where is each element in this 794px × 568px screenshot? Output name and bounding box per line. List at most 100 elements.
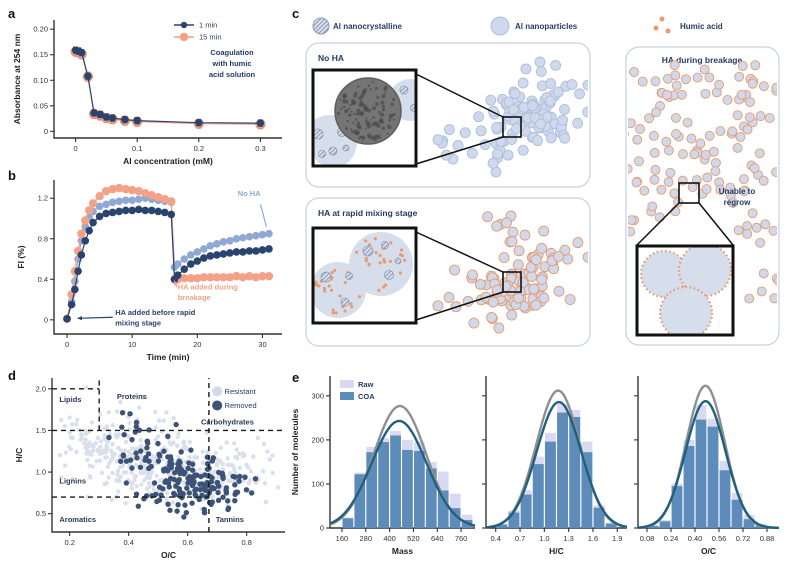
legend-item-raw: Raw [358, 380, 374, 389]
coa-bar [390, 435, 401, 528]
inset-ha-rapid [314, 229, 415, 322]
inset-breakage [637, 246, 733, 335]
chart-a-legend: 1 min 15 min [174, 21, 222, 42]
coa-bar [671, 486, 683, 528]
chart-e-o-c-bars [647, 405, 767, 528]
chart-e-h-c-x-tick: 0.4 [491, 534, 501, 543]
coa-bar [544, 441, 556, 528]
chart-a-note-line: Coagulation [210, 48, 254, 57]
chart-e-o-c-axes: 0.08 0.24 0.40 0.56 0.72 0.88 O/C [634, 376, 779, 556]
zoom-target-breakage [678, 182, 700, 204]
coa-bar [707, 426, 719, 528]
humic-acid-dot [343, 309, 347, 313]
chart-a-note-line: acid solution [209, 70, 256, 79]
chart-b-x-tick: 20 [193, 340, 201, 349]
legend-label-al-nanoparticles: Al nanoparticles [515, 22, 578, 31]
chart-b-y-tick: 1.2 [38, 194, 48, 203]
inset-border-breakage [635, 244, 735, 337]
chart-d-x-tick: 0.8 [241, 538, 251, 547]
coa-bar [719, 470, 731, 528]
legend-item-1-min: 1 min [199, 21, 217, 30]
al-nanocrystallite [328, 146, 338, 156]
coa-bar [402, 450, 413, 528]
humic-acid-dot [382, 258, 386, 262]
ha-coated-nanoparticle [677, 246, 733, 298]
coa-bar [557, 412, 569, 528]
coa-bar [449, 508, 461, 528]
region-label-aromatics: Aromatics [59, 515, 96, 524]
chart-d-y-tick: 1.5 [36, 426, 46, 435]
chart-a-x-tick: 0.2 [194, 144, 204, 153]
humic-acid-dot [374, 250, 378, 255]
tem-nanocrystalline-sphere [334, 77, 402, 145]
chart-a-y-axis-label: Absorbance at 254 nm [12, 33, 22, 124]
chart-e-h-c-x-tick: 1.3 [563, 534, 573, 543]
coa-bar [683, 446, 695, 528]
legend-item-15-min: 15 min [199, 33, 222, 42]
humic-acid-dot [323, 289, 327, 293]
chart-e-mass-y-tick: 100 [311, 479, 324, 488]
coa-bar [647, 525, 659, 528]
chart-e-mass-x-tick: 520 [407, 534, 420, 543]
chart-e-o-c-x-axis-label: O/C [701, 546, 716, 556]
humic-acid-dot [389, 241, 393, 245]
chart-a-axes: 0 0.1 0.2 0.3 0 0.05 0.10 0.15 0.20 Al concentrat… [12, 20, 282, 166]
chart-e-mass-x-axis-label: Mass [392, 546, 414, 556]
humic-acid-dot [329, 288, 334, 292]
humic-acid-dot [388, 259, 393, 263]
legend-item-removed: Removed [225, 401, 257, 410]
chart-e-h-c-x-tick: 1.0 [539, 534, 549, 543]
humic-acid-dot [378, 261, 382, 265]
chart-e-o-c-x-tick: 0.08 [640, 534, 655, 543]
humic-acid-dot [330, 270, 334, 275]
panel-e-charts: 160 280 400 520 640 760 0 100 200 300 Mass Number o… [290, 376, 780, 556]
humic-acid-dot [343, 280, 347, 285]
chart-d-dashed-lines [52, 378, 285, 532]
coa-bar [695, 419, 707, 528]
humic-acid-dot [364, 239, 368, 243]
legend-item-resistant: Resistant [225, 387, 257, 396]
al-nanocrystallite [314, 128, 324, 140]
panel-label-b: b [8, 168, 16, 183]
al-nanocrystallite [345, 272, 353, 280]
chart-e-mass-y-tick: 200 [311, 435, 324, 444]
coa-bar [437, 490, 449, 528]
chart-b-y-tick: 0.4 [38, 275, 48, 284]
coa-bar [532, 464, 544, 528]
chart-e-mass-x-tick: 160 [336, 534, 349, 543]
humic-acid-dot [373, 237, 377, 241]
chart-b-y-tick: 0.8 [38, 234, 48, 243]
humic-acid-dot [384, 283, 388, 287]
chart-d-points [57, 385, 281, 520]
panel-b: b 0 10 20 30 0 0.4 0.8 1.2 Time (min) FI (%) No HA… [8, 168, 290, 368]
chart-e-mass-x-tick: 640 [431, 534, 444, 543]
humic-acid-dot [349, 302, 353, 306]
annotation-text: HA added before rapid [115, 308, 196, 317]
box-title-ha-rapid-mixing: HA at rapid mixing stage [318, 208, 418, 218]
panel-d-chart: 0.2 0.4 0.6 0.8 0.5 1.0 1.5 2.0 O/C H/C Lipids Prot… [14, 378, 285, 560]
legend-label-humic-acid: Humic acid [680, 22, 723, 31]
region-label-proteins: Proteins [117, 392, 147, 401]
chart-a-x-axis-label: Al concentration (mM) [123, 156, 213, 166]
al-nanocrystallite [340, 297, 350, 307]
zoom-target-no-ha [502, 116, 522, 138]
chart-d-x-axis-label: O/C [161, 550, 176, 560]
chart-e-mass-bars [342, 431, 473, 528]
humic-acid-dot [367, 263, 371, 267]
chart-d-axes: 0.2 0.4 0.6 0.8 0.5 1.0 1.5 2.0 O/C H/C [14, 378, 285, 560]
humic-acid-dot [350, 305, 354, 309]
al-nanocrystallite [394, 257, 402, 265]
panel-label-e: e [292, 370, 300, 385]
coa-bar [659, 521, 671, 528]
chart-b-axes: 0 10 20 30 0 0.4 0.8 1.2 Time (min) FI (%) [16, 180, 282, 362]
chart-d-y-axis-label: H/C [14, 448, 24, 463]
coa-bar [593, 507, 605, 528]
series-1-min [71, 46, 265, 127]
region-label-carbohydrates: Carbohydrates [201, 418, 254, 427]
humic-acid-dot [381, 285, 386, 289]
humic-acid-dot [333, 268, 337, 272]
annotation-text: No HA [238, 189, 261, 198]
coa-fit-curve [329, 419, 476, 527]
ha-coated-nanoparticle [658, 285, 714, 335]
coa-bar [414, 450, 425, 528]
